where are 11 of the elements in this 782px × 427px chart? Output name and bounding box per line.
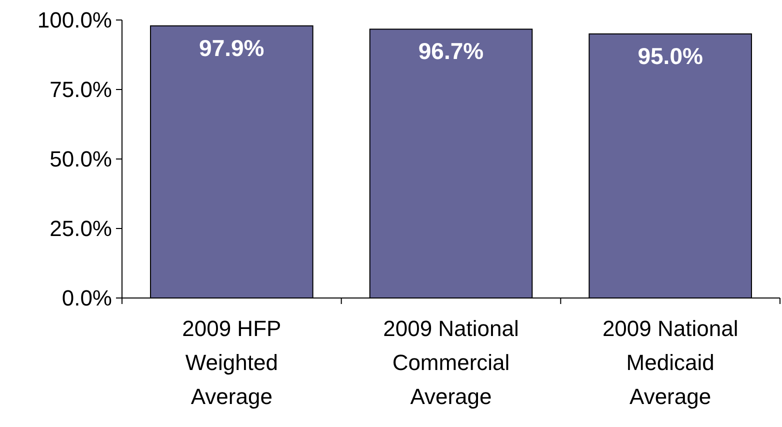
data-label: 97.9% xyxy=(199,34,264,61)
x-tick-label: 2009 National Commercial Average xyxy=(383,316,519,409)
x-tick-label: 2009 National Medicaid Average xyxy=(602,316,738,409)
y-tick-label: 0.0% xyxy=(62,286,112,311)
y-tick-label: 25.0% xyxy=(50,216,112,242)
data-label: 96.7% xyxy=(418,38,484,64)
data-label: 95.0% xyxy=(638,42,703,69)
y-tick-label: 75.0% xyxy=(50,77,112,102)
x-tick-label: 2009 HFP Weighted Average xyxy=(182,316,282,409)
y-tick-label: 50.0% xyxy=(50,146,112,172)
y-tick-label: 100.0% xyxy=(37,8,112,33)
